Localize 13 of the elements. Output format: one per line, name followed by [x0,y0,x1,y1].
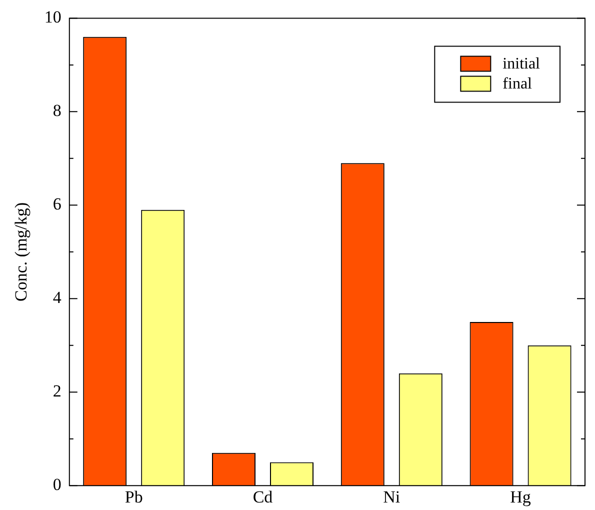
y-tick-label: 10 [44,8,62,27]
y-tick-label: 6 [52,194,62,214]
x-tick-label: Ni [383,487,400,506]
y-tick-label: 2 [52,382,62,401]
legend-label: final [502,75,533,92]
x-tick-label: Pb [124,487,143,506]
x-tick-label: Cd [252,487,274,506]
x-tick-label: Hg [510,487,532,506]
y-tick-label: 4 [52,288,62,308]
legend-label: initial [502,55,541,72]
y-tick-label: 8 [52,101,62,120]
y-axis-title: Conc. (mg/kg) [12,202,31,302]
y-tick-label: 0 [52,475,62,494]
